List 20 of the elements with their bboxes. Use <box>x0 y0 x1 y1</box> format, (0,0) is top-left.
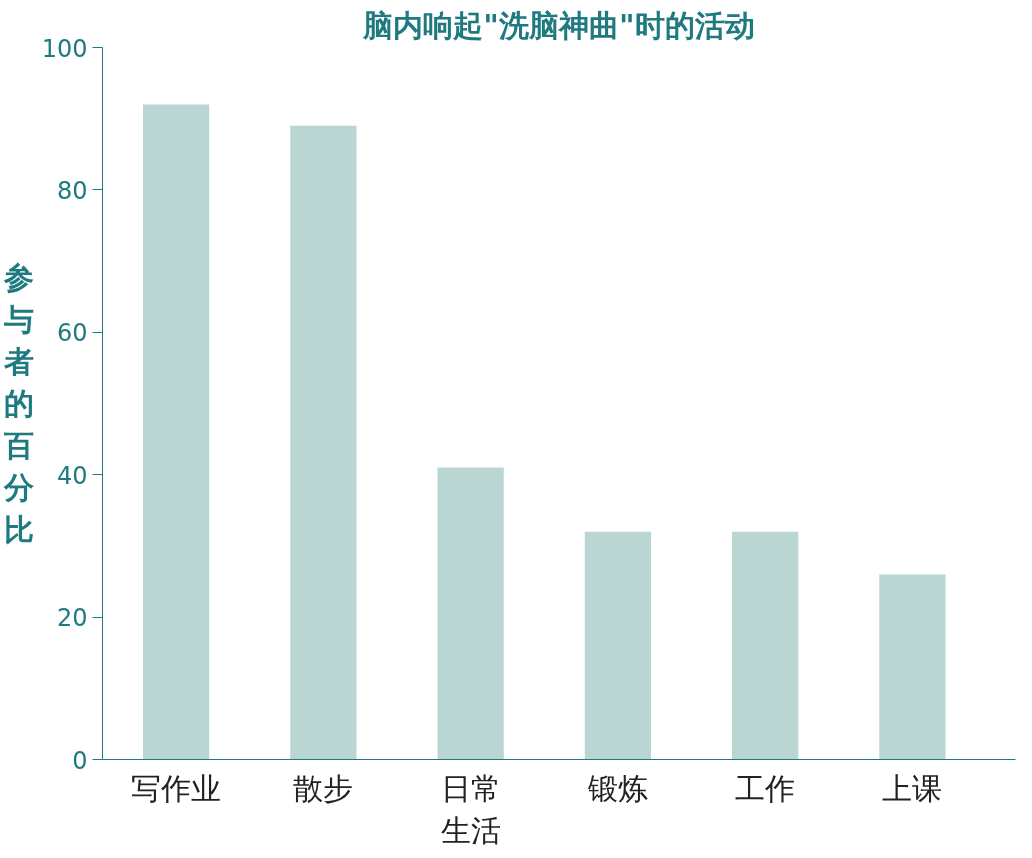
bar <box>143 104 210 760</box>
y-tick-label: 100 <box>41 34 88 63</box>
x-tick-label: 日常生活 <box>440 770 501 848</box>
x-tick-label: 散步 <box>293 770 354 806</box>
bar <box>437 467 504 760</box>
y-tick-label: 0 <box>72 746 88 775</box>
y-tick-label: 60 <box>56 319 88 348</box>
x-tick-label: 工作 <box>735 770 796 806</box>
x-tick-label: 锻炼 <box>586 770 648 806</box>
x-tick-label: 上课 <box>882 770 943 806</box>
y-tick-label: 20 <box>56 604 88 633</box>
bar <box>879 574 946 760</box>
bar <box>290 125 357 760</box>
bar <box>584 531 652 760</box>
y-tick-label: 40 <box>56 461 88 490</box>
y-tick-label: 80 <box>56 176 88 205</box>
x-tick-label: 写作业 <box>131 770 222 806</box>
chart-title: 脑内响起"洗脑神曲"时的活动 <box>362 7 755 43</box>
y-axis-title: 参与者的百分比 <box>2 260 34 547</box>
bar <box>732 531 799 760</box>
